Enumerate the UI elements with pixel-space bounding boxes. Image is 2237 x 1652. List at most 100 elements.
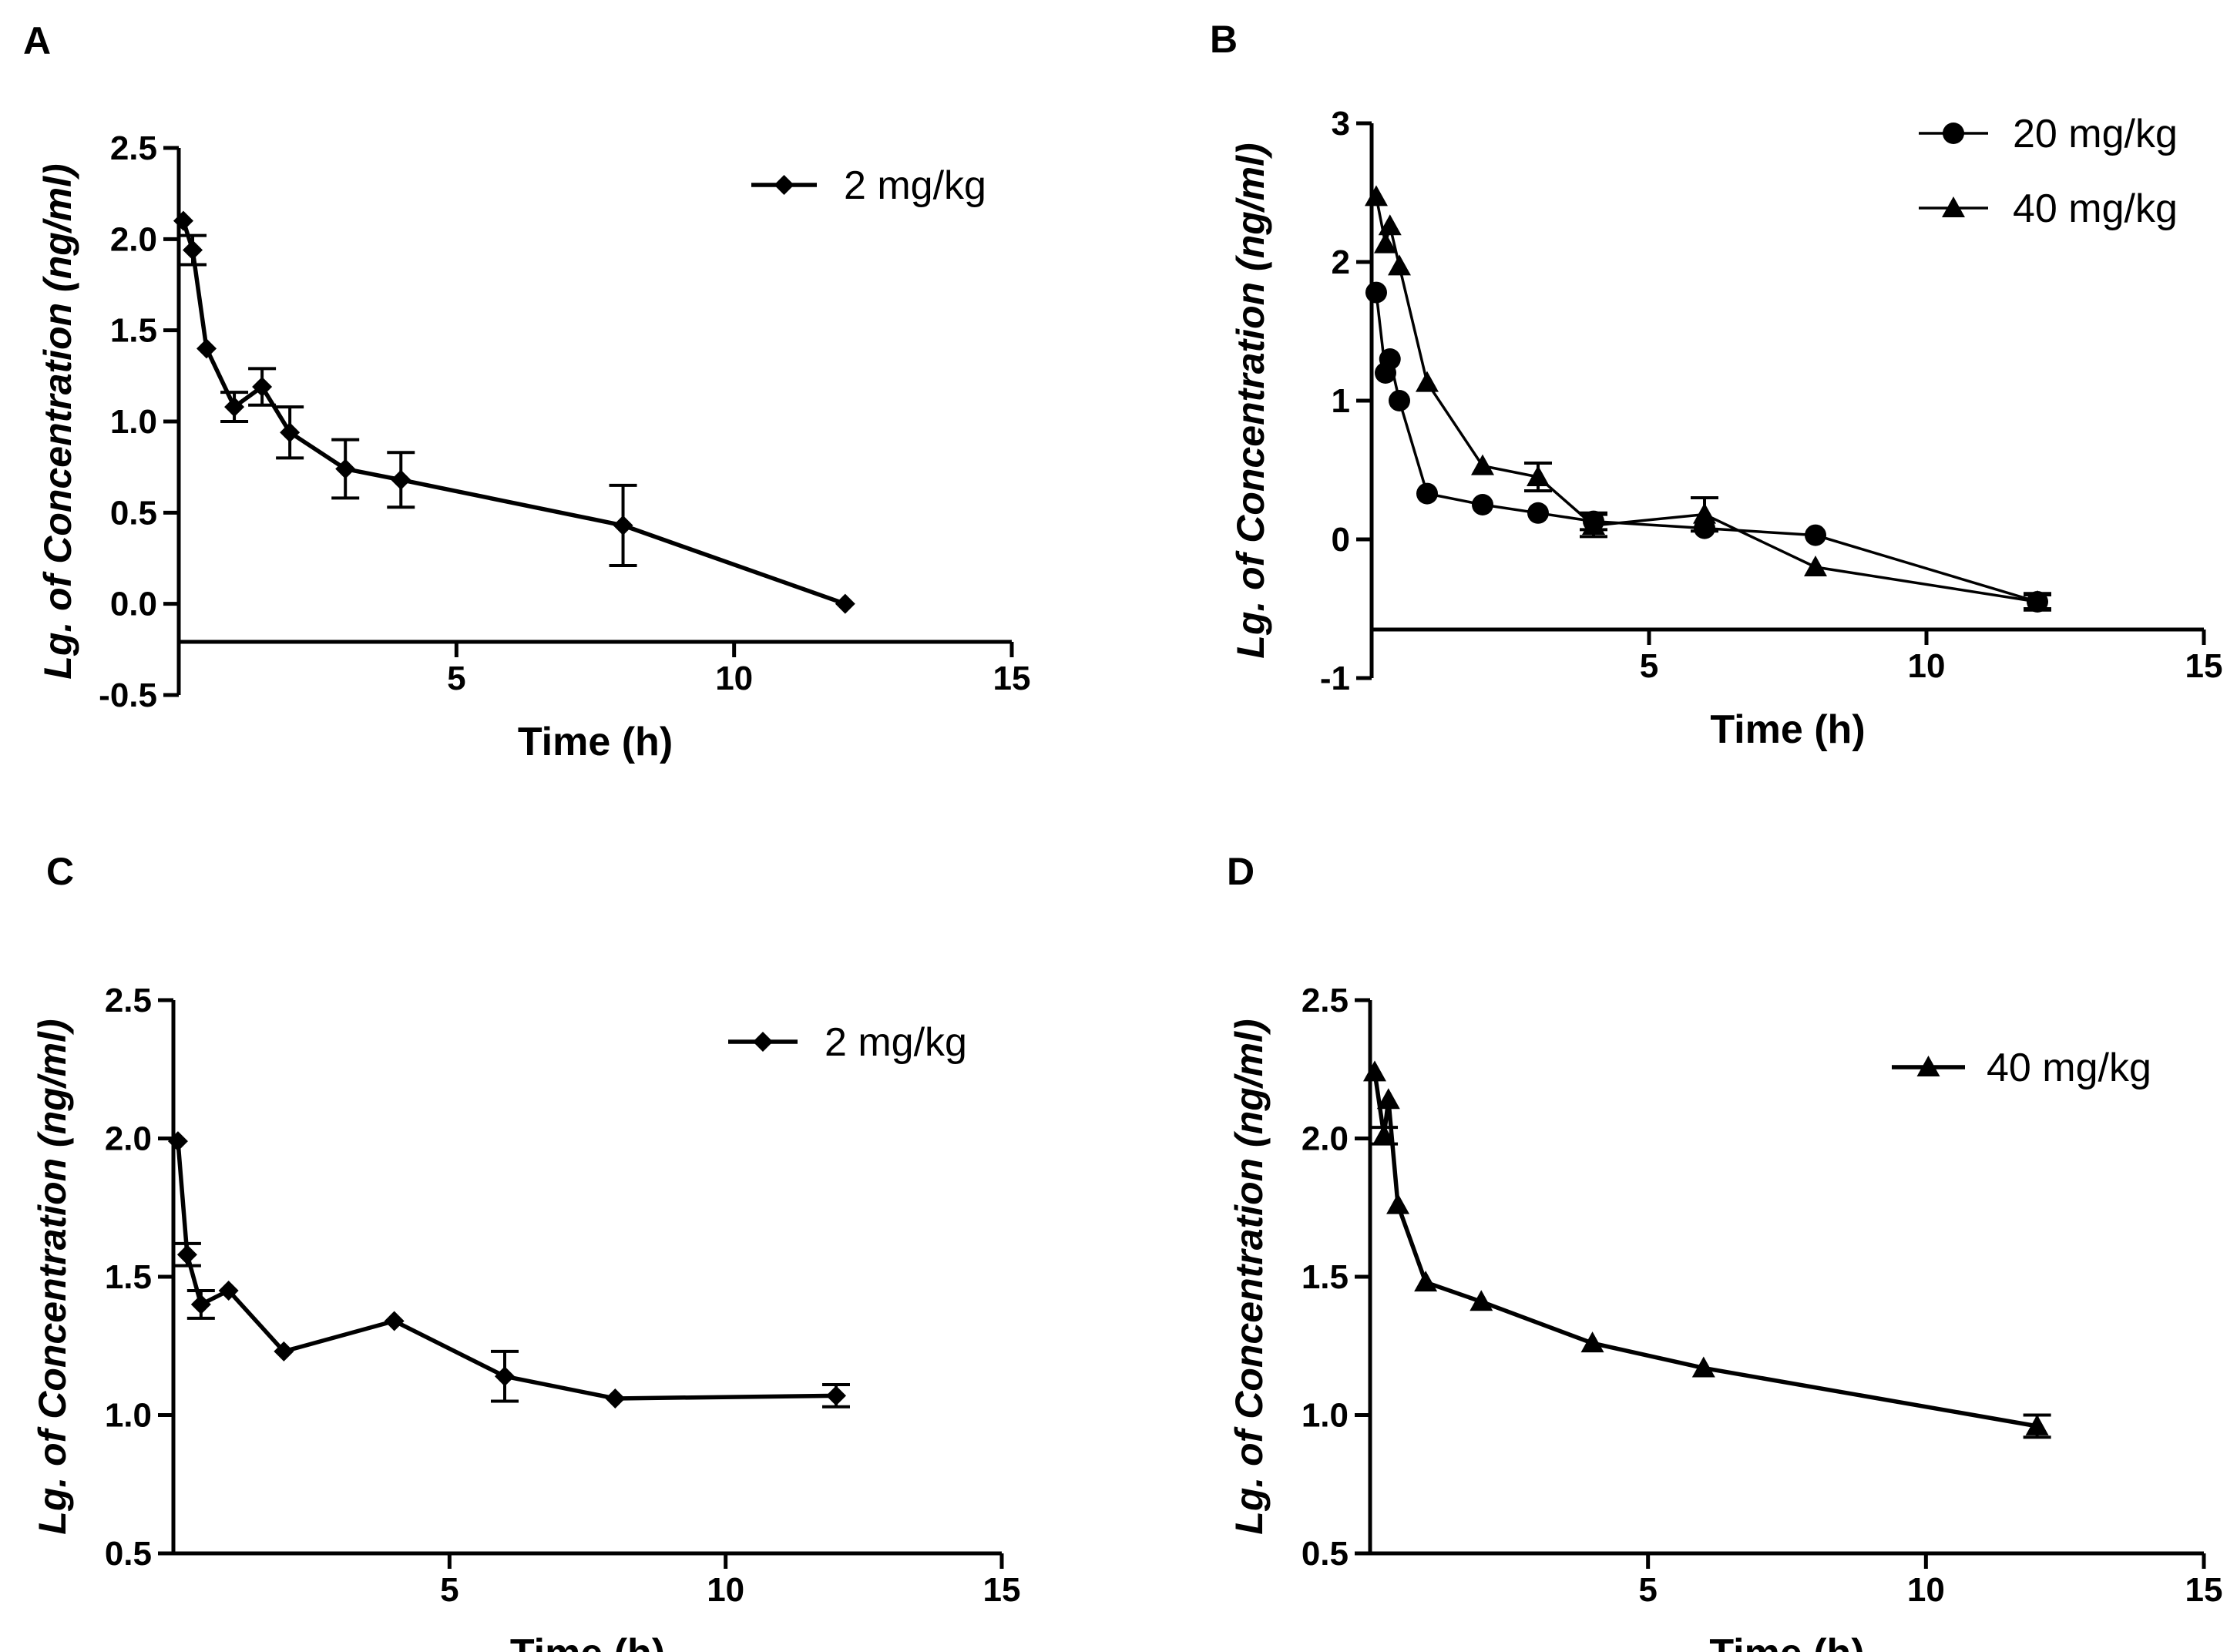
panel-b-data-point: [1472, 494, 1493, 515]
panel-b-legend-entry: 40 mg/kg: [1919, 186, 2178, 231]
panel-b-legend-label: 40 mg/kg: [2013, 186, 2178, 231]
panel-d: D 0.5 1.0 1.5 2.0 2.5 5 10 15 Time (h) Lg. of Conc…: [1227, 850, 2222, 1652]
panel-b-legend-marker: [1942, 196, 1965, 217]
panel-b-data-point: [1374, 232, 1397, 254]
panel-b-y-tick-label: 2: [1332, 243, 1350, 281]
panel-a-y-tick-label: -0.5: [99, 677, 157, 714]
panel-a-x-tick-label: 5: [447, 660, 465, 697]
panel-d-y-tick-label: 1.5: [1302, 1258, 1349, 1296]
panel-d-data-point: [1362, 1060, 1386, 1082]
panel-d-y-axis-label: Lg. of Concentration (ng/ml): [1228, 1019, 1271, 1534]
panel-b-data-point: [1527, 465, 1550, 486]
panel-d-x-axis-label: Time (h): [1709, 1631, 1864, 1652]
panel-c-x-tick-label: 15: [983, 1571, 1021, 1609]
panel-d-x-tick-label: 5: [1638, 1571, 1657, 1609]
panel-c-legend-marker: [753, 1032, 773, 1052]
panel-b-x-axis-label: Time (h): [1710, 707, 1865, 752]
panel-a-legend-label: 2 mg/kg: [844, 163, 986, 208]
panel-a: A -0.5 0.0 0.5 1.0 1.5 2.0 2.5 5 10 15 Time (h) Lg. …: [23, 19, 1030, 764]
panel-a-y-axis-label: Lg. of Concentration (ng/ml): [36, 163, 79, 679]
panel-c-x-tick-label: 5: [440, 1571, 458, 1609]
panel-c-series-0: [167, 1131, 850, 1409]
panel-c-data-point: [218, 1280, 239, 1301]
panel-b-y-tick-label: 1: [1332, 382, 1350, 420]
panel-b-y-tick-label: 3: [1332, 105, 1350, 143]
panel-a-legend-entry: 2 mg/kg: [751, 163, 986, 208]
panel-c-y-tick-label: 2.0: [105, 1120, 152, 1158]
panel-d-x-tick-label: 15: [2185, 1571, 2223, 1609]
panel-b-y-tick-label: -1: [1320, 660, 1350, 697]
panel-c-legend-entry: 2 mg/kg: [728, 1020, 967, 1065]
panel-c: C 0.5 1.0 1.5 2.0 2.5 5 10 15 Time (h) Lg. of Conc…: [31, 850, 1020, 1652]
panel-d-letter: D: [1227, 850, 1255, 893]
panel-c-data-point: [274, 1341, 294, 1362]
panel-d-x-tick-label: 10: [1907, 1571, 1945, 1609]
panel-d-y-tick-label: 2.0: [1302, 1120, 1349, 1158]
panel-b-x-tick-label: 15: [2185, 647, 2223, 685]
panel-a-data-point: [613, 515, 633, 536]
panel-a-series-0-line: [181, 220, 846, 606]
panel-a-data-point: [196, 338, 217, 359]
panel-d-y-tick-label: 2.5: [1302, 982, 1349, 1019]
panel-b-data-point: [1365, 281, 1387, 304]
panel-c-y-tick-label: 2.5: [105, 982, 152, 1019]
panel-a-x-tick-label: 15: [993, 660, 1031, 697]
panel-d-legend-entry: 40 mg/kg: [1892, 1046, 2151, 1090]
panel-b-y-axis-label: Lg. of Concentration (ng/ml): [1229, 143, 1272, 658]
panel-b-data-point: [1693, 502, 1716, 524]
panel-a-data-point: [391, 469, 411, 490]
panel-b-legend-marker: [1943, 123, 1964, 144]
panel-b-legend-entry: 20 mg/kg: [1919, 112, 2178, 156]
panel-b-data-point: [1388, 254, 1411, 276]
panel-b-series-1-line: [1375, 196, 2038, 603]
panel-c-x-axis-label: Time (h): [510, 1631, 665, 1652]
panel-c-y-tick-label: 1.0: [105, 1397, 152, 1435]
panel-a-data-point: [835, 593, 855, 614]
panel-d-legend-marker: [1916, 1056, 1940, 1076]
panel-c-x-tick-label: 10: [707, 1571, 744, 1609]
panel-d-data-point: [2025, 1414, 2049, 1435]
panel-c-y-axis-label: Lg. of Concentration (ng/ml): [31, 1019, 74, 1534]
panel-a-y-tick-label: 1.0: [110, 403, 157, 441]
panel-b-series-1: [1364, 185, 2051, 612]
panel-b-data-point: [1805, 524, 1826, 546]
panel-c-data-point: [176, 1244, 197, 1265]
panel-a-y-tick-label: 2.5: [110, 129, 157, 167]
panel-c-data-point: [384, 1311, 405, 1331]
panel-d-y-tick-label: 0.5: [1302, 1535, 1349, 1573]
panel-b-series-0-line: [1375, 292, 2038, 603]
panel-d-data-point: [1580, 1331, 1604, 1353]
panel-d-data-point: [1691, 1356, 1715, 1378]
panel-a-y-tick-label: 2.0: [110, 220, 157, 258]
panel-b-data-point: [1471, 454, 1494, 475]
panel-d-data-point: [1386, 1193, 1410, 1214]
panel-a-data-point: [280, 422, 301, 443]
panel-a-y-tick-label: 1.5: [110, 312, 157, 350]
panel-d-legend-label: 40 mg/kg: [1987, 1046, 2151, 1090]
panel-b-y-tick-label: 0: [1332, 521, 1350, 559]
panel-b-data-point: [1378, 214, 1402, 236]
panel-b-data-point: [1416, 482, 1438, 505]
panel-d-y-tick-label: 1.0: [1302, 1397, 1349, 1435]
panel-d-series-0: [1362, 1060, 2051, 1439]
panel-c-data-point: [167, 1131, 188, 1152]
panel-d-data-point: [1372, 1123, 1396, 1145]
panel-c-legend-label: 2 mg/kg: [825, 1020, 967, 1065]
panel-b-data-point: [1416, 371, 1439, 392]
panel-b: B -1 0 1 2 3 5 10 15 Time (h) Lg. of Concentration…: [1210, 18, 2222, 752]
panel-b-series-0: [1365, 281, 2051, 613]
panel-b-data-point: [1364, 185, 1388, 206]
panel-b-data-point: [1582, 514, 1605, 535]
panel-a-data-point: [252, 377, 273, 398]
panel-a-letter: A: [23, 19, 51, 62]
panel-a-data-point: [224, 397, 245, 418]
panel-b-legend-label: 20 mg/kg: [2013, 112, 2178, 156]
panel-c-data-point: [605, 1388, 626, 1409]
panel-c-data-point: [190, 1294, 211, 1315]
panel-b-x-tick-label: 10: [1908, 647, 1946, 685]
panel-c-series-0-line: [176, 1140, 837, 1401]
panel-a-data-point: [183, 240, 203, 260]
panel-a-y-tick-label: 0.0: [110, 586, 157, 623]
panel-a-x-axis-label: Time (h): [518, 720, 673, 764]
